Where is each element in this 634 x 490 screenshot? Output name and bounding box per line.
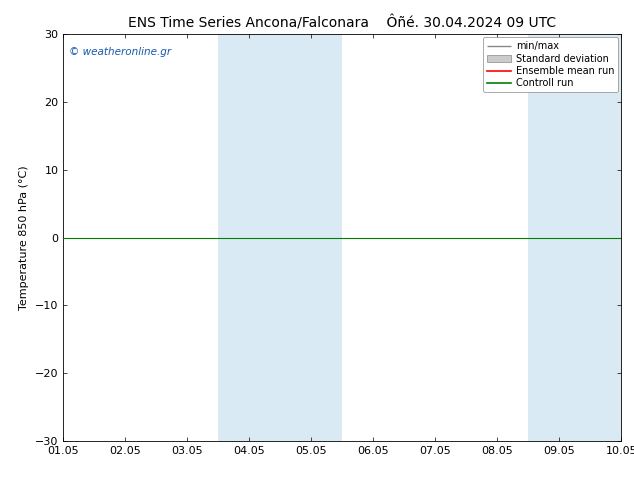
- Bar: [528, 34, 590, 441]
- Bar: [590, 34, 634, 441]
- Text: © weatheronline.gr: © weatheronline.gr: [69, 47, 171, 56]
- Bar: [280, 34, 342, 441]
- Legend: min/max, Standard deviation, Ensemble mean run, Controll run: min/max, Standard deviation, Ensemble me…: [483, 37, 618, 92]
- Y-axis label: Temperature 850 hPa (°C): Temperature 850 hPa (°C): [20, 165, 30, 310]
- Title: ENS Time Series Ancona/Falconara    Ôñé. 30.04.2024 09 UTC: ENS Time Series Ancona/Falconara Ôñé. 30…: [128, 15, 557, 30]
- Bar: [218, 34, 280, 441]
